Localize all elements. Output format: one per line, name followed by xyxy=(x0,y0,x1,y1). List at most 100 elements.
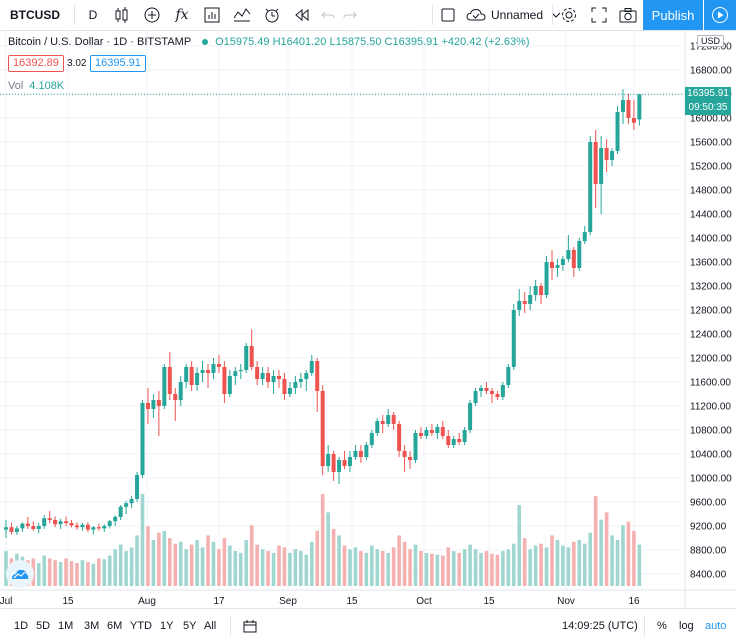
volume-bar xyxy=(582,543,587,586)
candle xyxy=(277,370,281,388)
candle xyxy=(178,376,183,406)
range-button-all[interactable]: All xyxy=(204,620,217,632)
volume-label: Vol xyxy=(8,80,24,92)
currency-badge[interactable]: USD xyxy=(697,35,725,47)
sell-price-button[interactable]: 16392.89 xyxy=(8,55,64,72)
candle-body xyxy=(615,112,620,151)
financials-icon[interactable] xyxy=(200,0,224,30)
bar-replay-icon[interactable] xyxy=(290,0,314,30)
symbol-search-button[interactable]: BTCUSD xyxy=(10,8,60,22)
candle xyxy=(102,524,107,532)
candle xyxy=(113,515,118,526)
candle-body xyxy=(80,524,85,528)
candle-body xyxy=(20,523,25,529)
candle-body xyxy=(337,460,342,472)
price-tick-label: 16000.00 xyxy=(690,114,732,125)
range-button-5d[interactable]: 5D xyxy=(36,620,51,632)
snapshot-camera-icon[interactable] xyxy=(617,0,639,30)
candle xyxy=(249,329,254,370)
layout-save-button[interactable]: Unnamed xyxy=(466,0,562,30)
chart-type-candles-icon[interactable] xyxy=(110,0,134,30)
date-range-calendar-icon[interactable] xyxy=(240,609,260,643)
templates-icon[interactable] xyxy=(230,0,254,30)
range-button-3m[interactable]: 3M xyxy=(84,620,100,632)
range-button-1d[interactable]: 1D xyxy=(14,620,29,632)
volume-bar xyxy=(391,547,396,586)
volume-bar xyxy=(473,549,478,586)
tradingview-logo[interactable] xyxy=(6,560,34,588)
range-button-ytd[interactable]: YTD xyxy=(130,620,152,632)
candle xyxy=(533,280,538,301)
range-button-1y[interactable]: 1Y xyxy=(160,620,174,632)
volume-bar xyxy=(517,505,522,586)
volume-bar xyxy=(484,551,489,586)
volume-bar xyxy=(511,543,516,586)
candle xyxy=(331,451,336,481)
candle xyxy=(517,289,522,316)
volume-bar xyxy=(566,547,571,586)
select-checkbox-icon[interactable] xyxy=(437,0,459,30)
indicators-fx-icon[interactable]: fx xyxy=(175,7,189,23)
volume-bar xyxy=(107,555,112,586)
candle xyxy=(375,418,380,436)
candle xyxy=(615,106,620,154)
volume-bar xyxy=(233,551,238,586)
price-tick-label: 11600.00 xyxy=(690,378,731,389)
time-tick-label: 15 xyxy=(483,596,495,607)
grid xyxy=(0,31,684,590)
candle-body xyxy=(386,415,391,424)
volume-bar xyxy=(266,551,270,586)
candle-body xyxy=(129,499,134,504)
candle-body xyxy=(418,433,423,436)
buy-price-button[interactable]: 16395.91 xyxy=(90,55,146,72)
axes: 17200.0016800.0016400.0016000.0015600.00… xyxy=(0,31,736,608)
volume-bar xyxy=(320,494,325,586)
candle xyxy=(495,391,500,400)
candle-body xyxy=(402,451,407,457)
candle xyxy=(271,370,276,394)
volume-value: 4.108K xyxy=(29,80,65,92)
candle-body xyxy=(162,367,167,406)
toolbar-divider xyxy=(644,616,645,636)
candle-body xyxy=(457,439,462,442)
candle xyxy=(298,373,303,388)
play-icon[interactable] xyxy=(704,0,736,30)
candle-body xyxy=(484,388,489,391)
candle-body xyxy=(342,460,347,466)
redo-icon[interactable] xyxy=(340,0,360,30)
range-button-1m[interactable]: 1M xyxy=(58,620,74,632)
fullscreen-icon[interactable] xyxy=(588,0,610,30)
candle-body xyxy=(4,527,8,530)
settings-gear-icon[interactable] xyxy=(558,0,580,30)
candle-body xyxy=(599,148,604,184)
undo-icon[interactable] xyxy=(318,0,338,30)
candlestick-chart[interactable]: 17200.0016800.0016400.0016000.0015600.00… xyxy=(0,0,736,610)
volume-bar xyxy=(408,549,412,586)
ohlc-high: H16401.20 xyxy=(272,36,327,48)
range-button-6m[interactable]: 6M xyxy=(107,620,123,632)
compare-add-icon[interactable] xyxy=(140,0,164,30)
candle xyxy=(479,385,484,397)
candle-body xyxy=(53,520,58,525)
auto-scale-toggle[interactable]: auto xyxy=(705,620,727,632)
volume-bar xyxy=(260,549,265,586)
toolbar-divider xyxy=(74,5,75,25)
range-button-5y[interactable]: 5Y xyxy=(183,620,197,632)
percent-scale-toggle[interactable]: % xyxy=(657,620,667,632)
utc-clock[interactable]: 14:09:25 (UTC) xyxy=(562,620,638,632)
candle-body xyxy=(287,388,292,394)
volume-bar xyxy=(86,562,90,586)
candle xyxy=(206,364,211,388)
publish-button[interactable]: Publish xyxy=(643,0,703,30)
volume-bar xyxy=(522,538,527,586)
candle-body xyxy=(113,517,118,522)
log-scale-toggle[interactable]: log xyxy=(679,620,694,632)
candle-body xyxy=(304,373,309,379)
alert-clock-icon[interactable] xyxy=(260,0,284,30)
price-tick-label: 15600.00 xyxy=(690,138,732,149)
interval-button[interactable]: D xyxy=(88,8,98,22)
volume-bar xyxy=(490,553,494,586)
volume-bar xyxy=(189,544,194,586)
candle xyxy=(74,522,79,530)
candle xyxy=(14,526,19,535)
